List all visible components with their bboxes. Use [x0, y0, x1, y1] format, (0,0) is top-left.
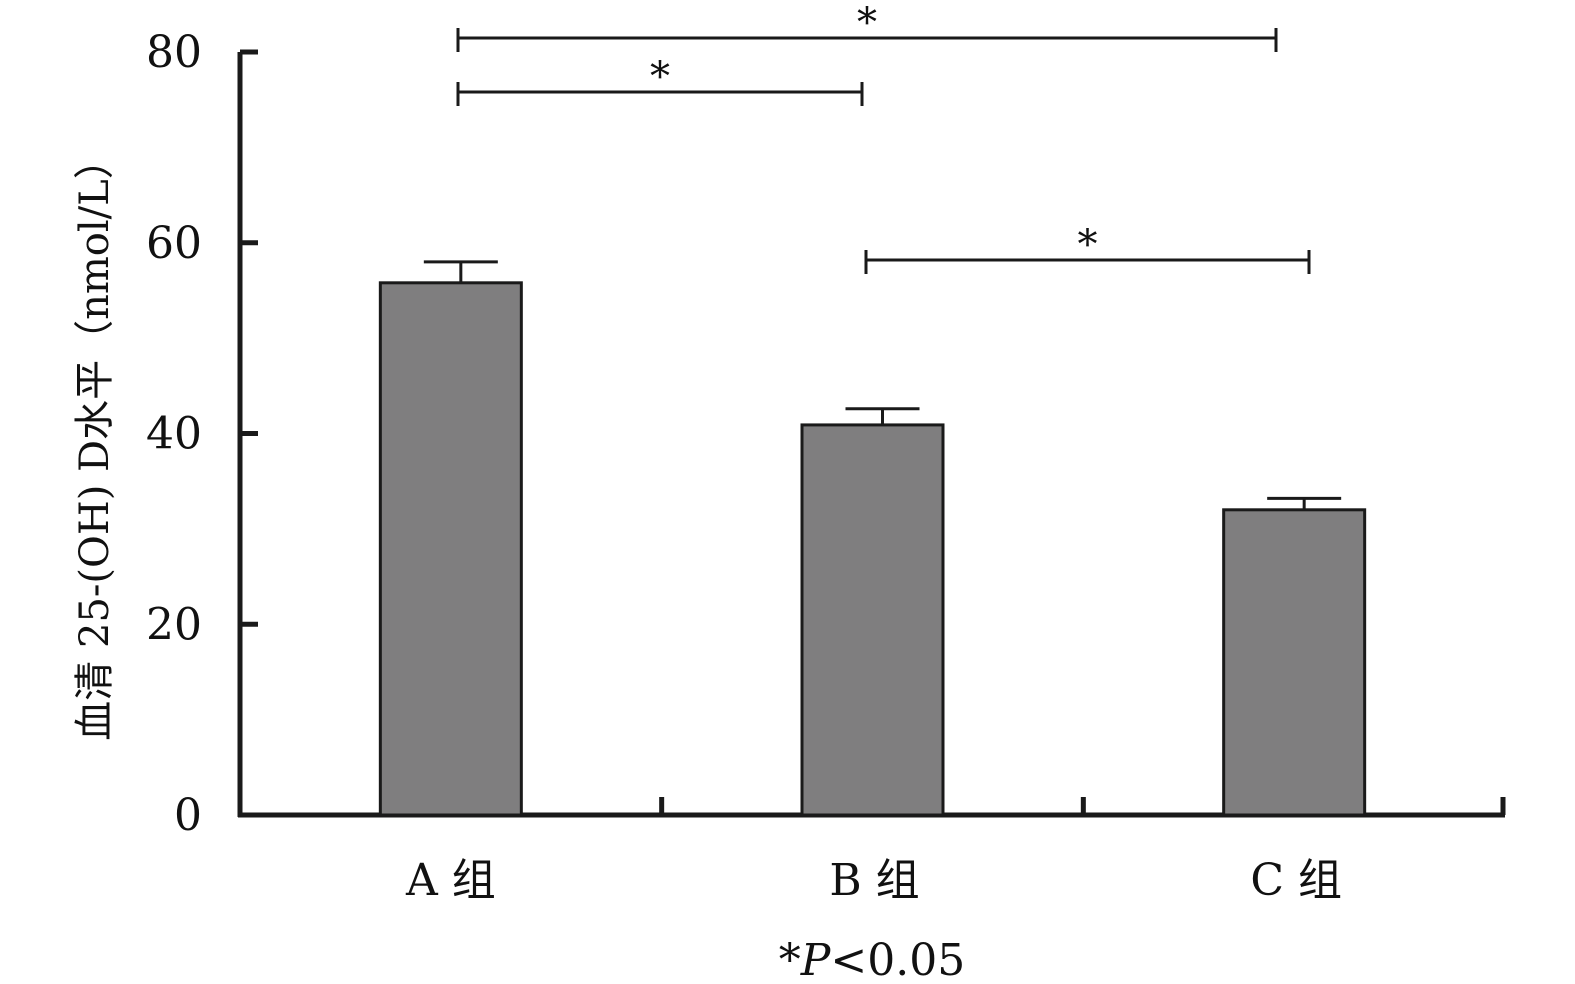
x-ticks: [659, 797, 1506, 815]
footnote-threshold: <0.05: [830, 935, 965, 984]
significance-brackets: * * *: [456, 0, 1311, 274]
footnote-star: *: [779, 935, 801, 984]
bar-1: [800, 423, 945, 817]
bar-0: [378, 281, 523, 817]
y-tick-label: 40: [146, 409, 202, 460]
y-ticks: 0 20 40 60 80: [146, 27, 258, 841]
sig-star: *: [650, 54, 670, 100]
y-tick-label: 20: [146, 599, 202, 650]
footnote: *P<0.05: [779, 935, 965, 984]
error-bars: [423, 260, 1342, 510]
category-label: C 组: [1250, 855, 1342, 906]
category-label: A 组: [405, 855, 496, 906]
bar-2: [1222, 508, 1367, 817]
footnote-p-symbol: P: [800, 935, 832, 984]
y-tick-label: 80: [146, 27, 202, 78]
sig-star: *: [857, 0, 877, 46]
category-label: B 组: [829, 855, 919, 906]
bars: [378, 281, 1367, 817]
y-axis-title: 血清 25-(OH) D水平（nmol/L）: [72, 139, 118, 740]
y-tick-label: 60: [146, 218, 202, 269]
y-tick-label: 0: [174, 790, 202, 841]
sig-star: *: [1078, 222, 1098, 268]
